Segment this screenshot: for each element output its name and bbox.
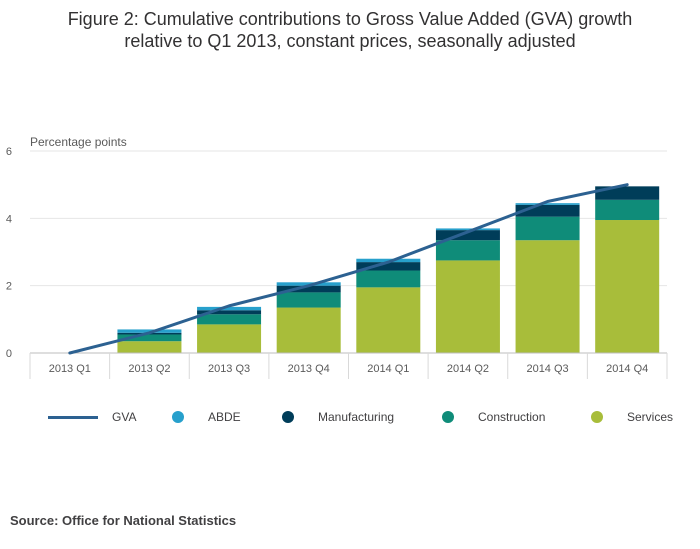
- source-note: Source: Office for National Statistics: [10, 513, 237, 528]
- bar-abde: [117, 329, 182, 333]
- legend-item-gva: GVA: [48, 404, 136, 430]
- x-tick-label: 2013 Q4: [288, 363, 330, 375]
- bar-services: [197, 324, 262, 353]
- legend-item-services: Services: [591, 404, 673, 430]
- legend-item-construction: Construction: [442, 404, 545, 430]
- chart-title-line2: relative to Q1 2013, constant prices, se…: [124, 31, 576, 51]
- bar-construction: [197, 314, 262, 325]
- bar-abde: [356, 258, 421, 263]
- bar-services: [595, 220, 660, 353]
- bar-construction: [595, 199, 660, 221]
- bar-construction: [515, 216, 580, 241]
- chart-plot: 0 2 4 6 Percentage points 2013 Q1 2013 Q2 2013 …: [6, 135, 668, 379]
- line-gva: [68, 183, 629, 355]
- bar-construction: [117, 334, 182, 342]
- y-tick-label: 0: [6, 348, 12, 360]
- bar-construction: [356, 270, 421, 288]
- legend-label-manufacturing: Manufacturing: [318, 410, 395, 424]
- chart-title-line1: Figure 2: Cumulative contributions to Gr…: [67, 9, 633, 29]
- x-tick-label: 2013 Q1: [49, 363, 91, 375]
- bar-abde: [515, 203, 580, 205]
- legend-swatch-construction: [442, 411, 454, 423]
- bar-construction: [276, 292, 341, 308]
- bar-manufacturing: [197, 310, 262, 315]
- bar-services: [356, 287, 421, 353]
- legend-label-gva: GVA: [112, 410, 137, 424]
- bar-abde: [197, 306, 262, 311]
- x-tick-label: 2014 Q1: [367, 363, 409, 375]
- legend-swatch-services: [591, 411, 603, 423]
- bar-manufacturing: [435, 230, 500, 241]
- bar-manufacturing: [595, 186, 660, 200]
- bar-manufacturing: [515, 204, 580, 217]
- legend-item-abde: ABDE: [172, 404, 241, 430]
- y-axis-label: Percentage points: [30, 135, 127, 149]
- bar-abde: [435, 228, 500, 231]
- legend-label-services: Services: [627, 410, 674, 424]
- legend-swatch-abde: [172, 411, 184, 423]
- legend-swatch-gva: [48, 415, 98, 419]
- chart-legend: GVA ABDE Manufacturing Construction Serv…: [0, 404, 700, 430]
- bar-services: [276, 307, 341, 353]
- y-tick-label: 4: [6, 213, 12, 225]
- y-tick-label: 6: [6, 146, 12, 158]
- legend-item-manufacturing: Manufacturing: [282, 404, 394, 430]
- bar-manufacturing: [276, 285, 341, 293]
- bar-services: [117, 341, 182, 353]
- x-tick-label: 2013 Q2: [128, 363, 170, 375]
- bar-abde: [276, 282, 341, 286]
- bar-manufacturing: [356, 262, 421, 271]
- x-tick-label: 2014 Q4: [606, 363, 648, 375]
- x-tick-label: 2014 Q3: [526, 363, 568, 375]
- legend-swatch-manufacturing: [282, 411, 294, 423]
- legend-label-abde: ABDE: [208, 410, 241, 424]
- x-tick-label: 2014 Q2: [447, 363, 489, 375]
- legend-label-construction: Construction: [478, 410, 546, 424]
- bar-services: [435, 260, 500, 353]
- y-tick-label: 2: [6, 281, 12, 293]
- x-tick-label: 2013 Q3: [208, 363, 250, 375]
- bar-services: [515, 240, 580, 353]
- chart-title: Figure 2: Cumulative contributions to Gr…: [0, 8, 700, 52]
- bar-construction: [435, 240, 500, 261]
